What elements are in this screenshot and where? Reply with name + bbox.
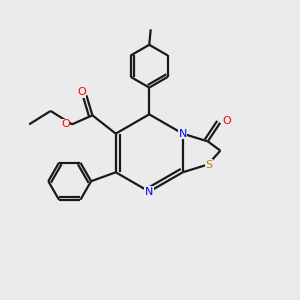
- Text: O: O: [222, 116, 231, 126]
- Text: N: N: [178, 129, 187, 139]
- Text: O: O: [61, 119, 70, 129]
- Text: O: O: [77, 87, 86, 98]
- Text: N: N: [145, 187, 153, 196]
- Text: S: S: [206, 160, 213, 170]
